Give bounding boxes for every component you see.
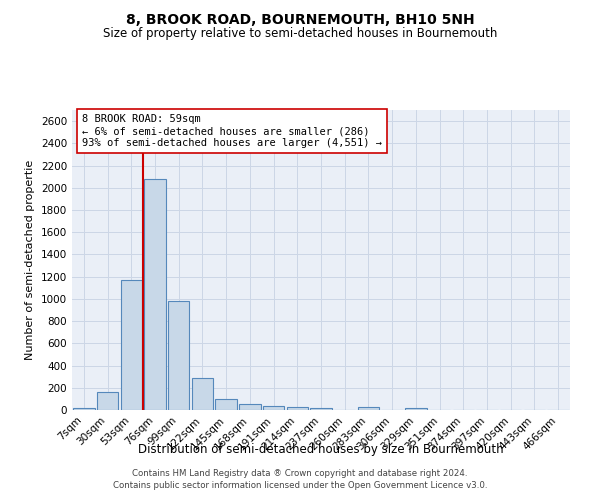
Bar [239,404,260,410]
Text: Distribution of semi-detached houses by size in Bournemouth: Distribution of semi-detached houses by … [138,442,504,456]
Bar [287,407,308,410]
Bar [73,408,95,410]
Text: 8 BROOK ROAD: 59sqm
← 6% of semi-detached houses are smaller (286)
93% of semi-d: 8 BROOK ROAD: 59sqm ← 6% of semi-detache… [82,114,382,148]
Text: Size of property relative to semi-detached houses in Bournemouth: Size of property relative to semi-detach… [103,28,497,40]
Bar [121,280,142,410]
Bar [145,179,166,410]
Bar [310,408,332,410]
Bar [405,408,427,410]
Y-axis label: Number of semi-detached propertie: Number of semi-detached propertie [25,160,35,360]
Text: Contains public sector information licensed under the Open Government Licence v3: Contains public sector information licen… [113,481,487,490]
Bar [168,301,190,410]
Text: 8, BROOK ROAD, BOURNEMOUTH, BH10 5NH: 8, BROOK ROAD, BOURNEMOUTH, BH10 5NH [125,12,475,26]
Bar [358,407,379,410]
Text: Contains HM Land Registry data ® Crown copyright and database right 2024.: Contains HM Land Registry data ® Crown c… [132,468,468,477]
Bar [263,406,284,410]
Bar [192,378,213,410]
Bar [215,399,237,410]
Bar [97,392,118,410]
